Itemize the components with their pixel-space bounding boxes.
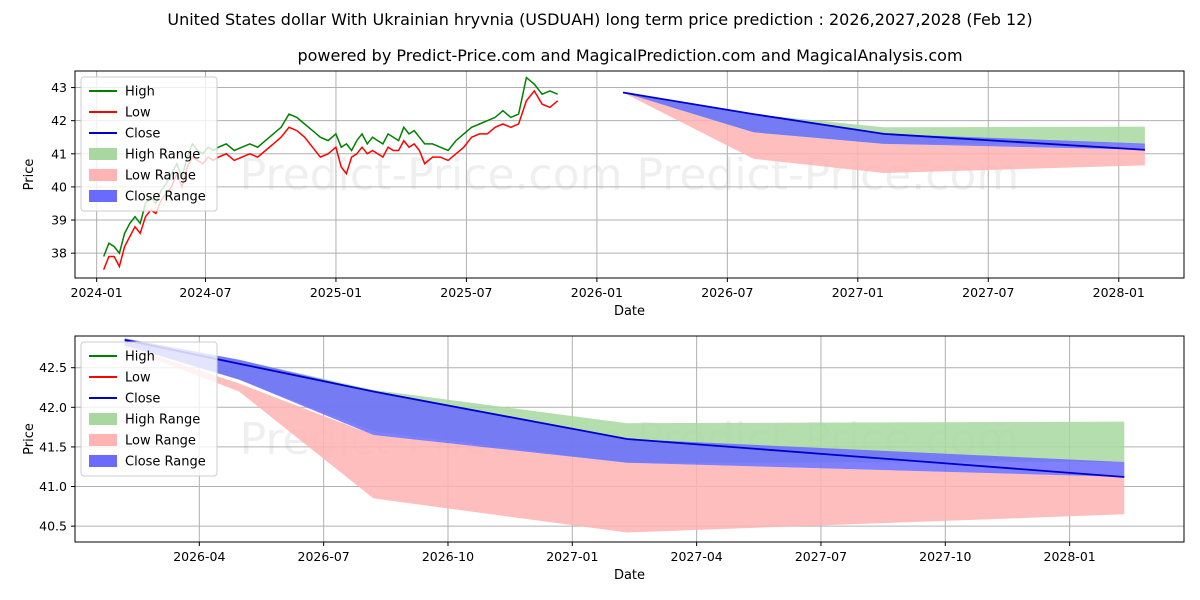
bottom-xtick-label: 2027-04 [671, 549, 723, 564]
top-x-axis-label: Date [614, 304, 645, 319]
bottom-ytick-label: 41.5 [39, 439, 67, 454]
top-xtick-label: 2027-07 [962, 285, 1014, 300]
bottom-xtick-label: 2026-07 [298, 549, 350, 564]
bottom-close-range-band [124, 338, 1125, 477]
top-legend-swatch-high_range [89, 148, 117, 160]
chart-subtitle: powered by Predict-Price.com and Magical… [297, 46, 962, 65]
top-legend-label: Low Range [125, 169, 196, 184]
bottom-legend-swatch-close_range [89, 455, 117, 467]
bottom-high-range-band [124, 338, 1125, 463]
bottom-chart: Predict-Price.com Predict-Price.com2026-… [22, 335, 1185, 583]
bottom-xtick-label: 2028-01 [1044, 549, 1096, 564]
top-legend-swatch-close_range [89, 190, 117, 202]
top-chart: Predict-Price.com Predict-Price.com2024-… [22, 70, 1185, 319]
bottom-xtick-label: 2026-04 [173, 549, 225, 564]
top-y-axis-label: Price [22, 159, 37, 191]
bottom-legend-label: Low [125, 371, 151, 386]
top-close-range-band [623, 92, 1145, 150]
bottom-legend-label: High Range [125, 413, 200, 428]
bottom-ytick-label: 40.5 [39, 519, 67, 534]
bottom-xtick-label: 2027-01 [546, 549, 598, 564]
chart-title: United States dollar With Ukrainian hryv… [167, 10, 1032, 29]
top-xtick-label: 2028-01 [1093, 285, 1145, 300]
bottom-legend-label: Close Range [125, 455, 206, 470]
top-legend-label: Low [125, 106, 151, 121]
top-legend-label: High Range [125, 148, 200, 163]
top-xtick-label: 2025-01 [310, 285, 362, 300]
top-ytick-label: 42 [51, 113, 67, 128]
top-xtick-label: 2027-01 [832, 285, 884, 300]
bottom-ytick-label: 42.0 [39, 400, 67, 415]
top-close-series-line [622, 91, 1145, 151]
bottom-y-axis-label: Price [22, 423, 37, 455]
top-axes-frame [74, 70, 1185, 279]
top-legend-label: Close [125, 127, 160, 142]
top-legend-label: Close Range [125, 190, 206, 205]
bottom-legend-label: Low Range [125, 434, 196, 449]
top-ytick-label: 40 [51, 179, 67, 194]
bottom-ytick-label: 41.0 [39, 479, 67, 494]
bottom-ytick-label: 42.5 [39, 360, 67, 375]
top-xtick-label: 2026-07 [701, 285, 753, 300]
top-legend-swatch-low_range [89, 169, 117, 181]
top-xtick-label: 2025-07 [440, 285, 492, 300]
bottom-axes-frame [74, 335, 1185, 543]
bottom-x-axis-label: Date [614, 568, 645, 583]
bottom-xtick-label: 2026-10 [422, 549, 474, 564]
bottom-xtick-label: 2027-10 [919, 549, 971, 564]
bottom-legend-label: Close [125, 392, 160, 407]
top-xtick-label: 2026-01 [571, 285, 623, 300]
top-ytick-label: 38 [51, 246, 67, 261]
top-ytick-label: 39 [51, 213, 67, 228]
top-ytick-label: 43 [51, 80, 67, 95]
bottom-xtick-label: 2027-07 [795, 549, 847, 564]
bottom-low-range-band [124, 345, 1125, 533]
top-low-range-band [623, 92, 1145, 173]
top-xtick-label: 2024-01 [71, 285, 123, 300]
top-legend-label: High [125, 85, 155, 100]
top-xtick-label: 2024-07 [179, 285, 231, 300]
bottom-legend-swatch-low_range [89, 434, 117, 446]
bottom-legend-label: High [125, 350, 155, 365]
top-ytick-label: 41 [51, 146, 67, 161]
bottom-legend-swatch-high_range [89, 413, 117, 425]
